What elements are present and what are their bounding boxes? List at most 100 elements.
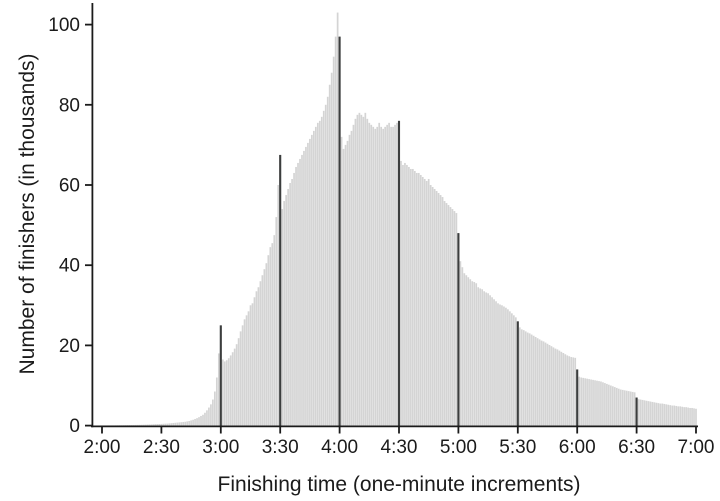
histogram-bar [679,406,682,426]
histogram-bar [410,168,412,426]
histogram-bar [259,281,262,426]
histogram-bar [352,124,355,426]
histogram-bar [330,72,333,426]
histogram-bar [380,126,383,426]
histogram-bar [445,203,448,426]
y-axis-ticks: 0 20 40 60 80 100 [48,15,92,437]
histogram-bar [623,390,626,426]
histogram-bar [128,425,131,426]
histogram-bar [267,255,270,426]
histogram-bar [314,126,317,426]
histogram-bar [570,357,573,426]
histogram-bar [400,160,402,426]
histogram-bar [512,315,515,426]
histogram-bar [544,342,547,426]
histogram-bar [669,405,672,426]
histogram-bar [376,126,379,426]
histogram-bar [431,187,434,426]
histogram-bar [465,275,468,426]
histogram-bar [372,126,375,426]
histogram-bar [600,381,602,426]
histogram-bar [164,423,167,426]
round-time-spike-bars [219,36,638,426]
histogram-bar [384,126,386,426]
histogram-bar [368,122,371,426]
histogram-bar [566,355,569,426]
histogram-bar [641,399,644,426]
histogram-bar [293,172,295,426]
histogram-bar [526,332,529,426]
histogram-bar [677,406,680,426]
histogram-bar [316,122,319,426]
x-axis-tick-label: 6:00 [559,437,596,458]
histogram-bar [287,189,289,426]
histogram-bar [461,267,464,426]
histogram-bar [637,399,640,426]
histogram-bar [687,407,689,426]
histogram-bar [584,378,586,426]
histogram-bar [402,164,404,426]
x-axis-tick-label: 2:00 [84,437,121,458]
histogram-bar [320,116,323,426]
histogram-bar [350,130,353,426]
histogram-bar [408,166,410,426]
histogram-bar [283,201,286,426]
histogram-bar [178,422,181,426]
histogram-bar [172,422,175,426]
histogram-bar [522,330,525,426]
histogram-bar [651,401,654,426]
histogram-bar [518,327,521,426]
histogram-bar [200,415,202,426]
histogram-bar [479,288,482,426]
histogram-bar [596,380,598,426]
histogram-bar [447,205,450,426]
histogram-bar [592,379,594,426]
histogram-bar [568,356,571,426]
histogram-bar [249,305,252,426]
histogram-bar [239,331,242,426]
round-time-spike-bar [397,120,401,426]
histogram-bar [208,407,210,426]
histogram-bar [184,421,187,426]
histogram-bar [449,207,452,426]
histogram-bar [621,389,624,426]
histogram-bar [285,195,287,426]
histogram-bar [469,279,472,426]
y-axis-tick-label: 80 [59,95,80,116]
round-time-spike-bar [635,397,638,426]
histogram-bar [556,349,559,426]
round-time-spike-bar [576,369,579,426]
y-axis-tick-label: 40 [59,256,80,277]
histogram-bar [433,189,436,426]
histogram-bar [194,418,196,426]
round-time-spike-bar [338,36,341,426]
histogram-bar [503,306,505,426]
histogram-bar [429,185,432,426]
y-axis-title: Number of finishers (in thousands) [16,54,39,375]
histogram-bar [558,350,561,426]
round-time-spike-bar [279,154,282,426]
histogram-bar [392,126,394,426]
histogram-bar [629,391,632,426]
histogram-bar [655,402,658,426]
histogram-bar [695,408,697,426]
histogram-bar [186,421,188,426]
histogram-bar [685,407,687,426]
histogram-bar [160,423,163,426]
histogram-bar [261,275,264,426]
histogram-bar [214,391,216,426]
histogram-bar [241,325,244,426]
y-axis-tick-label: 60 [59,176,80,197]
histogram-bar [477,287,480,426]
histogram-bar [362,116,365,426]
histogram-bar [318,120,321,426]
histogram-bar [271,243,274,426]
histogram-bar [564,354,567,426]
histogram-bar [540,340,543,426]
histogram-bar [146,424,149,426]
histogram-bar [130,425,133,426]
histogram-bar [485,292,487,426]
histogram-bar [608,384,610,426]
